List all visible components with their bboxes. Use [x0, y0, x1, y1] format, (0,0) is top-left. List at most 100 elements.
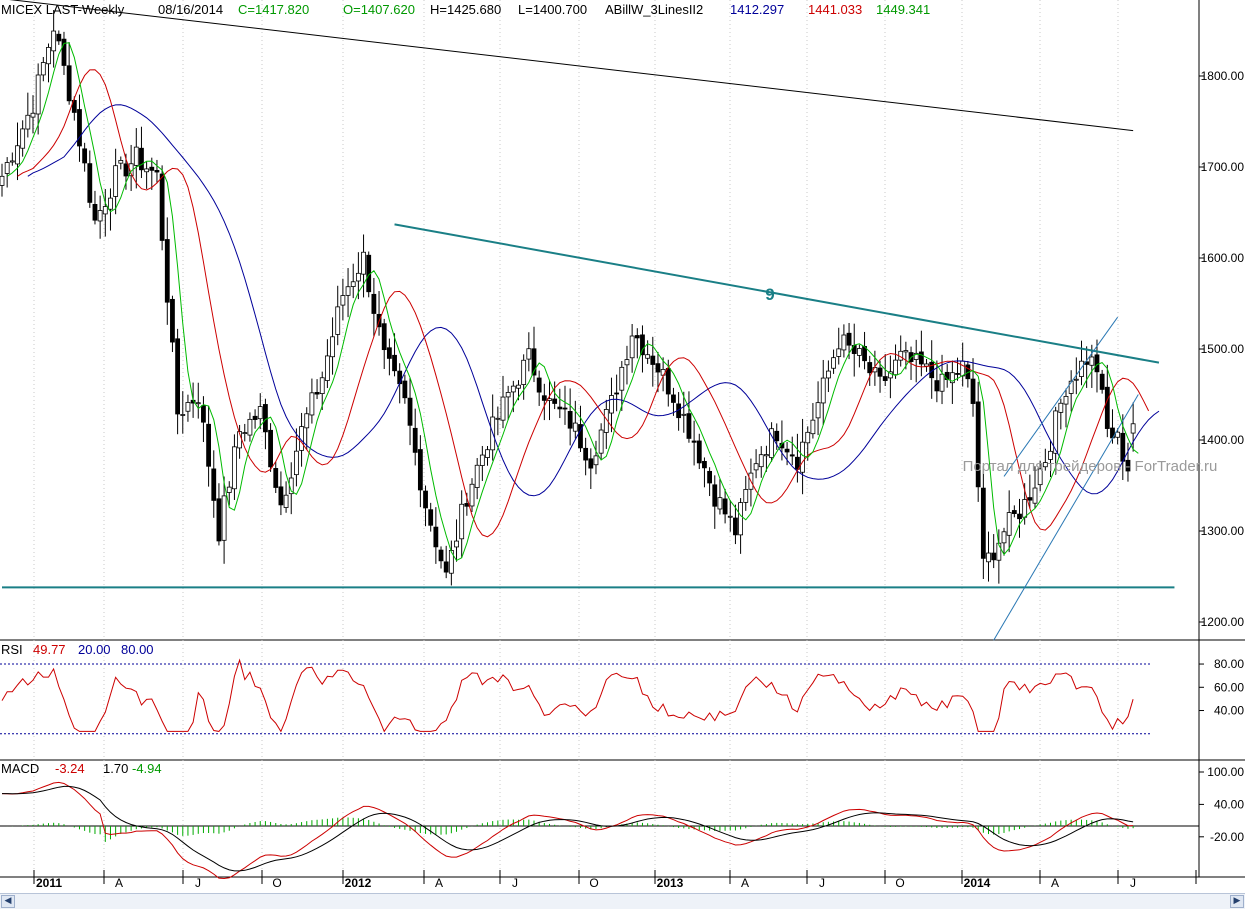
macd-signal-line [2, 785, 1134, 872]
rsi-high-level: 80.00 [121, 642, 154, 657]
candle-body [541, 395, 547, 401]
candle-body [991, 552, 997, 561]
candle-body [975, 401, 981, 488]
scroll-right-icon[interactable]: ▶ [1230, 895, 1244, 908]
candle-body [727, 515, 733, 518]
candle-body [578, 424, 583, 449]
candle-body [887, 371, 893, 379]
candle-body [433, 526, 439, 548]
candle-body [567, 411, 573, 429]
candle-body [340, 295, 346, 306]
candle-body [118, 160, 124, 164]
candle-body [1053, 410, 1059, 454]
candle-body [702, 460, 707, 469]
price-tick-label: 1800.00 [1201, 69, 1245, 83]
candle-body [918, 351, 924, 365]
time-tick-label: A [435, 876, 443, 890]
candle-body [1104, 386, 1110, 429]
candle-body [1099, 373, 1105, 390]
candle-body [743, 489, 749, 503]
candle-body [144, 168, 150, 173]
time-tick-label: J [195, 876, 201, 890]
candle-body [949, 372, 955, 384]
candle-body [206, 423, 212, 467]
candle-body [934, 380, 940, 392]
candle-body [149, 166, 155, 171]
time-tick-label: J [1130, 876, 1136, 890]
candle-body [438, 549, 444, 562]
header-symbol: MICEX LAST-Weekly [1, 2, 125, 17]
candle-body [40, 62, 46, 76]
header-indicator-name: ABillW_3LinesII2 [605, 2, 703, 17]
candle-body [4, 162, 10, 174]
candle-body [826, 370, 831, 379]
rsi-low-level: 20.00 [78, 642, 111, 657]
time-tick-label: A [115, 876, 123, 890]
candle-body [30, 112, 36, 118]
ma-green-line [6, 42, 1139, 562]
candle-body [314, 392, 320, 395]
candle-body [1063, 395, 1069, 405]
candle-body [598, 429, 604, 454]
candle-body [294, 450, 299, 476]
candle-body [159, 173, 165, 241]
time-tick-label: J [819, 876, 825, 890]
horizontal-scrollbar[interactable]: ◀ ▶ [0, 893, 1245, 909]
candle-body [588, 458, 594, 469]
candle-body [381, 323, 387, 351]
candle-body [1058, 402, 1064, 413]
candle-body [655, 363, 661, 373]
header-close: C=1417.820 [238, 2, 309, 17]
ma-red-line [17, 69, 1150, 538]
candle-body [397, 370, 403, 385]
candle-body [15, 145, 20, 165]
scroll-left-icon[interactable]: ◀ [1, 895, 15, 908]
candle-body [882, 376, 888, 381]
candle-body [195, 402, 201, 405]
candle-body [87, 163, 93, 203]
candle-body [686, 413, 692, 439]
candle-body [836, 348, 842, 357]
macd-legend: MACD -3.24 1.70 -4.94 [1, 761, 162, 776]
candle-body [640, 334, 645, 356]
candle-body [800, 441, 805, 473]
candle-body [402, 380, 408, 399]
time-tick-label: O [895, 876, 904, 890]
candle-body [164, 239, 170, 303]
candle-body [185, 402, 191, 412]
candle-body [795, 456, 800, 470]
candle-body [1094, 354, 1100, 373]
price-axis: 1800.00 1700.00 1600.00 1500.00 1400.00 1300.… [1199, 69, 1244, 629]
candle-body [805, 431, 811, 444]
time-tick-label: O [272, 876, 281, 890]
macd-axis: 100.00 40.00 -20.00 [1199, 765, 1244, 844]
rsi-tick-label: 80.00 [1214, 657, 1244, 671]
candle-body [9, 160, 15, 163]
candle-body [56, 33, 62, 42]
candle-body [123, 163, 129, 177]
candle-body [831, 357, 836, 369]
candle-body [1027, 497, 1033, 501]
time-tick-label: A [1051, 876, 1059, 890]
candle-body [856, 348, 862, 356]
candle-body [583, 447, 589, 461]
candle-body [1022, 499, 1028, 518]
candle-body [784, 448, 790, 453]
price-tick-label: 1600.00 [1201, 251, 1245, 265]
candle-body [645, 354, 651, 359]
candle-body [516, 384, 521, 389]
resistance-9-line [394, 223, 1160, 364]
candle-body [634, 335, 640, 339]
rsi-pane [0, 658, 1150, 735]
candle-body [789, 454, 795, 457]
candle-body [681, 413, 687, 416]
candles [0, 10, 1136, 586]
candle-body [893, 359, 898, 376]
candle-body [738, 502, 743, 536]
candle-body [877, 367, 883, 377]
price-tick-label: 1400.00 [1201, 433, 1245, 447]
candle-body [175, 338, 181, 415]
candle-body [454, 540, 459, 548]
ma-blue-line [27, 104, 1160, 497]
